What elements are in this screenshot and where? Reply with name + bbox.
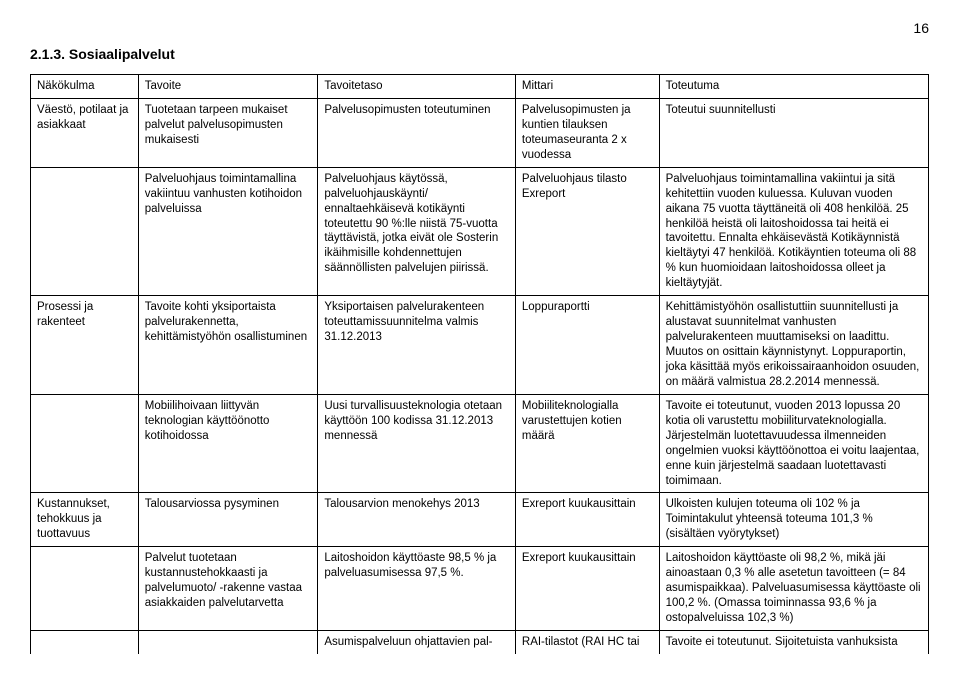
cell	[31, 394, 139, 493]
cell: Palveluohjaus toimintamallina vakiintui …	[659, 167, 928, 296]
cell: Laitoshoidon käyttöaste oli 98,2 %, mikä…	[659, 547, 928, 631]
page-number: 16	[30, 20, 929, 36]
cell: RAI-tilastot (RAI HC tai	[515, 630, 659, 653]
goals-table: Näkökulma Tavoite Tavoitetaso Mittari To…	[30, 74, 929, 654]
col-header: Toteutuma	[659, 75, 928, 99]
cell: Yksiportaisen palvelurakenteen toteuttam…	[318, 296, 516, 395]
cell: Prosessi ja rakenteet	[31, 296, 139, 395]
cell	[31, 547, 139, 631]
col-header: Tavoite	[138, 75, 318, 99]
cell	[31, 630, 139, 653]
cell: Palvelusopimusten ja kuntien tilauksen t…	[515, 98, 659, 167]
table-row: Asumispalveluun ohjattavien pal- RAI-til…	[31, 630, 929, 653]
table-row: Prosessi ja rakenteet Tavoite kohti yksi…	[31, 296, 929, 395]
cell: Asumispalveluun ohjattavien pal-	[318, 630, 516, 653]
cell	[31, 167, 139, 296]
cell: Mobiiliteknologialla varustettujen kotie…	[515, 394, 659, 493]
table-header-row: Näkökulma Tavoite Tavoitetaso Mittari To…	[31, 75, 929, 99]
cell: Tuotetaan tarpeen mukaiset palvelut palv…	[138, 98, 318, 167]
cell: Kehittämistyöhön osallistuttiin suunnite…	[659, 296, 928, 395]
cell: Uusi turvallisuusteknologia otetaan käyt…	[318, 394, 516, 493]
table-row: Mobiilihoivaan liittyvän teknologian käy…	[31, 394, 929, 493]
col-header: Näkökulma	[31, 75, 139, 99]
cell: Mobiilihoivaan liittyvän teknologian käy…	[138, 394, 318, 493]
cell: Tavoite kohti yksiportaista palveluraken…	[138, 296, 318, 395]
col-header: Mittari	[515, 75, 659, 99]
cell: Palveluohjaus käytössä, palveluohjauskäy…	[318, 167, 516, 296]
cell: Tavoite ei toteutunut. Sijoitetuista van…	[659, 630, 928, 653]
cell: Palvelut tuotetaan kustannustehokkaasti …	[138, 547, 318, 631]
cell: Talousarvion menokehys 2013	[318, 493, 516, 547]
table-row: Palvelut tuotetaan kustannustehokkaasti …	[31, 547, 929, 631]
cell: Loppuraportti	[515, 296, 659, 395]
cell: Kustannukset, tehokkuus ja tuottavuus	[31, 493, 139, 547]
table-row: Väestö, potilaat ja asiakkaat Tuotetaan …	[31, 98, 929, 167]
cell	[138, 630, 318, 653]
table-row: Palveluohjaus toimintamallina vakiintuu …	[31, 167, 929, 296]
cell: Väestö, potilaat ja asiakkaat	[31, 98, 139, 167]
cell: Tavoite ei toteutunut, vuoden 2013 lopus…	[659, 394, 928, 493]
cell: Ulkoisten kulujen toteuma oli 102 % ja T…	[659, 493, 928, 547]
cell: Laitoshoidon käyttöaste 98,5 % ja palvel…	[318, 547, 516, 631]
cell: Exreport kuukausittain	[515, 493, 659, 547]
cell: Talousarviossa pysyminen	[138, 493, 318, 547]
section-heading: 2.1.3. Sosiaalipalvelut	[30, 46, 929, 62]
cell: Exreport kuukausittain	[515, 547, 659, 631]
col-header: Tavoitetaso	[318, 75, 516, 99]
cell: Toteutui suunnitellusti	[659, 98, 928, 167]
cell: Palveluohjaus toimintamallina vakiintuu …	[138, 167, 318, 296]
cell: Palveluohjaus tilasto Exreport	[515, 167, 659, 296]
table-row: Kustannukset, tehokkuus ja tuottavuus Ta…	[31, 493, 929, 547]
cell: Palvelusopimusten toteutuminen	[318, 98, 516, 167]
